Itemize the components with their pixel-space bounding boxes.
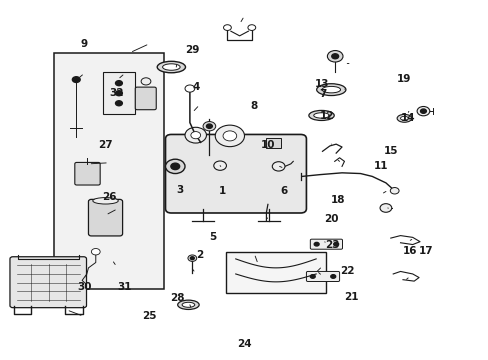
- Text: 20: 20: [324, 214, 338, 224]
- Text: 10: 10: [260, 140, 275, 150]
- Circle shape: [416, 107, 429, 116]
- Text: 29: 29: [184, 45, 199, 55]
- Ellipse shape: [182, 302, 194, 307]
- Bar: [103, 72, 135, 114]
- Circle shape: [72, 77, 80, 82]
- Bar: [54, 53, 163, 289]
- Circle shape: [190, 257, 194, 260]
- Text: 18: 18: [330, 195, 345, 205]
- Text: 13: 13: [315, 79, 329, 89]
- FancyBboxPatch shape: [310, 239, 342, 249]
- Bar: [225, 252, 325, 293]
- Text: 23: 23: [325, 240, 339, 250]
- Ellipse shape: [308, 111, 333, 121]
- Text: 25: 25: [142, 311, 156, 321]
- FancyBboxPatch shape: [135, 87, 156, 110]
- Circle shape: [215, 125, 244, 147]
- Text: 12: 12: [320, 111, 334, 121]
- Circle shape: [206, 124, 212, 129]
- Circle shape: [247, 25, 255, 31]
- Text: 6: 6: [280, 186, 287, 197]
- Circle shape: [170, 163, 179, 170]
- Circle shape: [379, 204, 391, 212]
- Ellipse shape: [396, 114, 411, 122]
- Bar: [266, 138, 281, 148]
- Circle shape: [203, 122, 215, 131]
- Circle shape: [184, 127, 206, 143]
- Circle shape: [190, 132, 200, 139]
- Circle shape: [213, 161, 226, 170]
- Circle shape: [327, 50, 342, 62]
- Circle shape: [223, 131, 236, 141]
- Circle shape: [223, 25, 231, 31]
- Text: 24: 24: [237, 339, 251, 349]
- Text: 14: 14: [400, 113, 414, 123]
- Ellipse shape: [162, 64, 180, 70]
- Ellipse shape: [177, 300, 199, 310]
- Text: 7: 7: [318, 89, 325, 99]
- Circle shape: [314, 242, 319, 246]
- Circle shape: [184, 85, 194, 92]
- Text: 21: 21: [344, 292, 358, 302]
- Circle shape: [141, 78, 151, 85]
- Circle shape: [330, 275, 335, 278]
- Circle shape: [115, 101, 122, 106]
- FancyBboxPatch shape: [10, 257, 86, 308]
- Ellipse shape: [93, 198, 118, 204]
- Text: 5: 5: [209, 232, 216, 242]
- Text: 8: 8: [250, 102, 257, 112]
- Text: 1: 1: [219, 186, 226, 197]
- Text: 9: 9: [80, 39, 87, 49]
- Text: 28: 28: [170, 293, 184, 303]
- Ellipse shape: [157, 61, 185, 73]
- Text: 16: 16: [402, 246, 417, 256]
- Circle shape: [389, 188, 398, 194]
- Circle shape: [331, 54, 338, 59]
- Text: 22: 22: [340, 266, 354, 276]
- Circle shape: [187, 255, 196, 261]
- Circle shape: [420, 109, 426, 113]
- Ellipse shape: [316, 84, 345, 95]
- Ellipse shape: [400, 116, 407, 120]
- FancyBboxPatch shape: [306, 271, 339, 282]
- Circle shape: [115, 81, 122, 86]
- Circle shape: [333, 242, 338, 246]
- Text: 32: 32: [109, 88, 124, 98]
- FancyBboxPatch shape: [75, 162, 100, 185]
- Text: 31: 31: [118, 282, 132, 292]
- Text: 17: 17: [418, 246, 432, 256]
- Text: 19: 19: [396, 74, 411, 84]
- Text: 3: 3: [176, 185, 183, 195]
- FancyBboxPatch shape: [165, 134, 306, 213]
- Circle shape: [91, 248, 100, 255]
- Text: 15: 15: [383, 145, 397, 156]
- Text: 30: 30: [77, 282, 92, 292]
- Text: 2: 2: [196, 250, 203, 260]
- Circle shape: [115, 91, 122, 96]
- FancyBboxPatch shape: [88, 199, 122, 236]
- Circle shape: [272, 162, 285, 171]
- Circle shape: [310, 275, 315, 278]
- Ellipse shape: [322, 86, 340, 93]
- Text: 11: 11: [373, 161, 387, 171]
- Text: 26: 26: [102, 192, 116, 202]
- Circle shape: [165, 159, 184, 174]
- Text: 4: 4: [192, 82, 199, 92]
- Text: 27: 27: [98, 140, 113, 150]
- Ellipse shape: [313, 113, 329, 118]
